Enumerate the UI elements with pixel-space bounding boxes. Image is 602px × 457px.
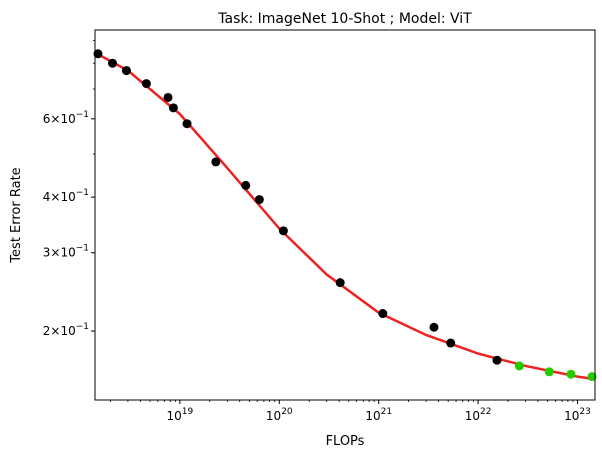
data-point	[141, 79, 151, 89]
data-point	[335, 278, 345, 288]
x-axis-label: FLOPs	[326, 434, 365, 449]
data-point	[278, 226, 288, 236]
y-axis-ticks: 2×10−1 3×10−1 4×10−1 6×10−1	[43, 40, 95, 338]
y-tick-label: 3×10−1	[43, 244, 89, 260]
data-point	[241, 180, 251, 190]
data-point	[211, 157, 221, 167]
data-point	[544, 367, 554, 377]
y-tick-label: 4×10−1	[43, 188, 89, 204]
data-point	[587, 372, 597, 382]
plot-frame	[94, 29, 596, 401]
x-tick-label: 1023	[564, 407, 591, 423]
data-point	[492, 355, 502, 365]
data-point	[182, 119, 192, 129]
x-tick-label: 1022	[465, 407, 492, 423]
fit-curve-layer	[94, 51, 596, 381]
data-point	[121, 66, 131, 76]
data-point	[254, 195, 264, 205]
data-point	[566, 369, 576, 379]
y-tick-label: 6×10−1	[43, 110, 89, 126]
data-point	[378, 309, 388, 319]
y-tick-label: 2×10−1	[43, 322, 89, 338]
data-point	[168, 103, 178, 113]
data-point	[446, 338, 456, 348]
fit-curve	[94, 51, 596, 381]
y-axis-label: Test Error Rate	[9, 167, 24, 263]
x-tick-label: 1020	[266, 407, 293, 423]
x-axis-ticks: 1019 1020 1021 1022 1023	[109, 400, 591, 423]
data-point	[429, 322, 439, 332]
data-point	[163, 92, 173, 102]
data-point	[514, 361, 524, 371]
x-tick-label: 1019	[167, 407, 194, 423]
chart-title: Task: ImageNet 10-Shot ; Model: ViT	[217, 11, 472, 27]
data-point	[93, 49, 103, 59]
data-points-layer	[93, 49, 597, 382]
x-tick-label: 1021	[365, 407, 392, 423]
data-point	[108, 58, 117, 68]
